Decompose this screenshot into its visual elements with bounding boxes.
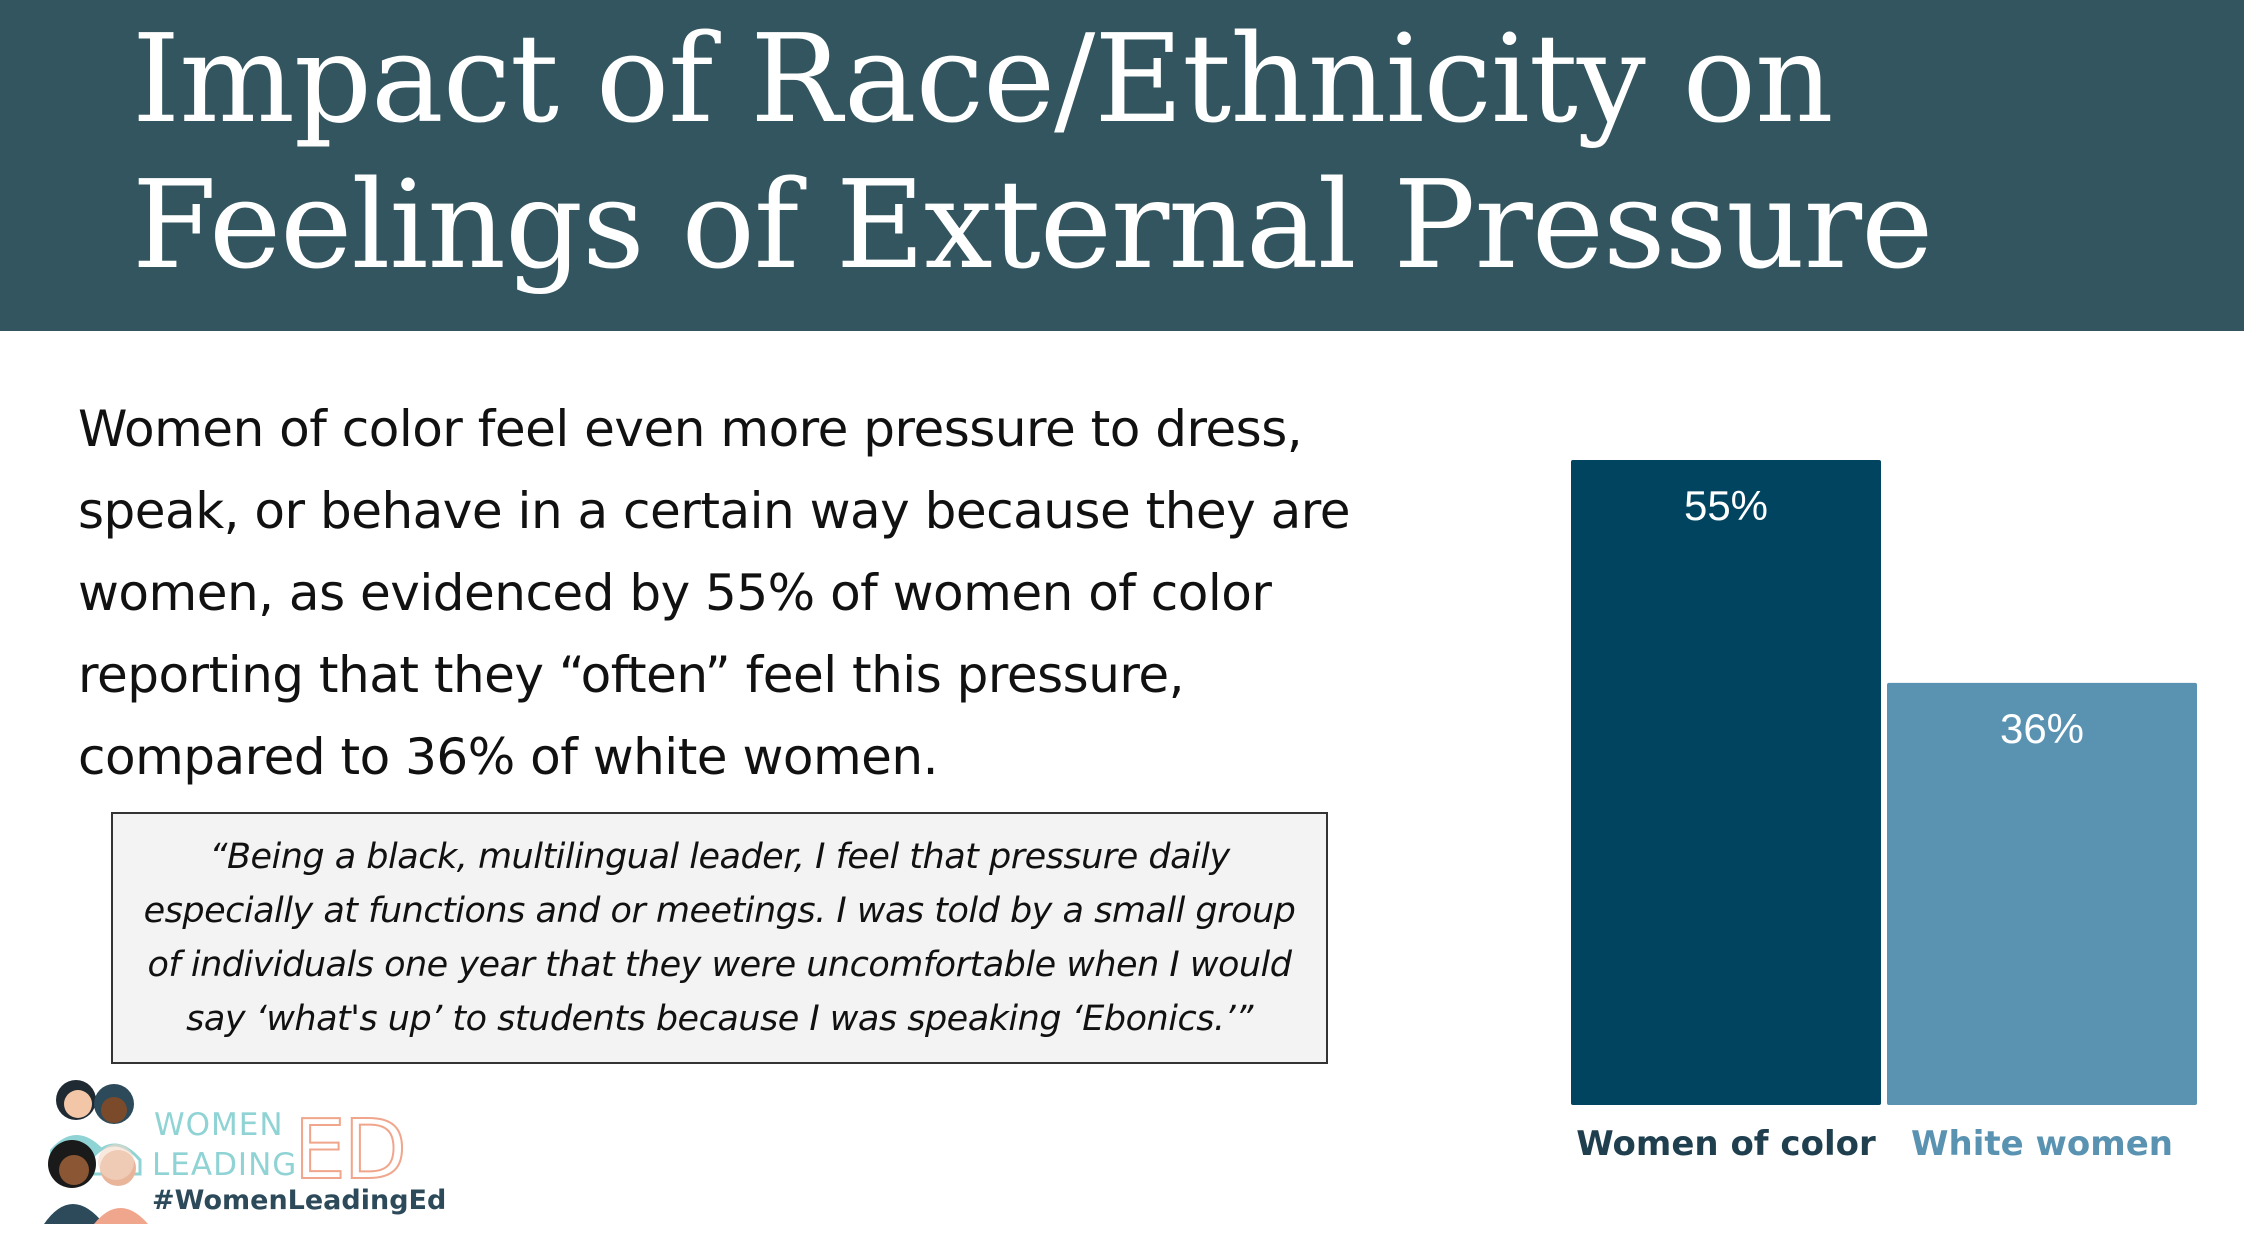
bar-women-of-color xyxy=(1571,460,1881,1105)
logo-word-women: WOMEN xyxy=(154,1107,284,1143)
logo-word-ed: ED xyxy=(293,1103,408,1198)
page-title-line-1: Impact of Race/Ethnicity on xyxy=(132,8,1834,150)
quote-text: “Being a black, multilingual leader, I f… xyxy=(143,837,1296,1039)
bar-chart: 55% Women of color 36% White women xyxy=(1571,460,2197,1164)
title-banner: Impact of Race/Ethnicity on Feelings of … xyxy=(0,0,2244,331)
category-label-women-of-color: Women of color xyxy=(1576,1124,1876,1164)
quote-box: “Being a black, multilingual leader, I f… xyxy=(111,812,1328,1064)
page-title: Impact of Race/Ethnicity on Feelings of … xyxy=(132,6,1933,298)
data-label-white-women: 36% xyxy=(2000,705,2084,752)
bar-white-women xyxy=(1887,682,2197,1105)
data-label-women-of-color: 55% xyxy=(1684,482,1768,529)
category-label-white-women: White women xyxy=(1911,1124,2173,1164)
women-group-illustration-icon xyxy=(44,1080,148,1224)
summary-paragraph: Women of color feel even more pressure t… xyxy=(78,400,1351,786)
logo-word-leading: LEADING xyxy=(152,1147,298,1183)
page-title-line-2: Feelings of External Pressure xyxy=(132,154,1933,296)
women-leading-ed-logo: WOMEN LEADING ED #WomenLeadingEd xyxy=(42,1064,446,1234)
logo-hashtag: #WomenLeadingEd xyxy=(152,1185,447,1216)
